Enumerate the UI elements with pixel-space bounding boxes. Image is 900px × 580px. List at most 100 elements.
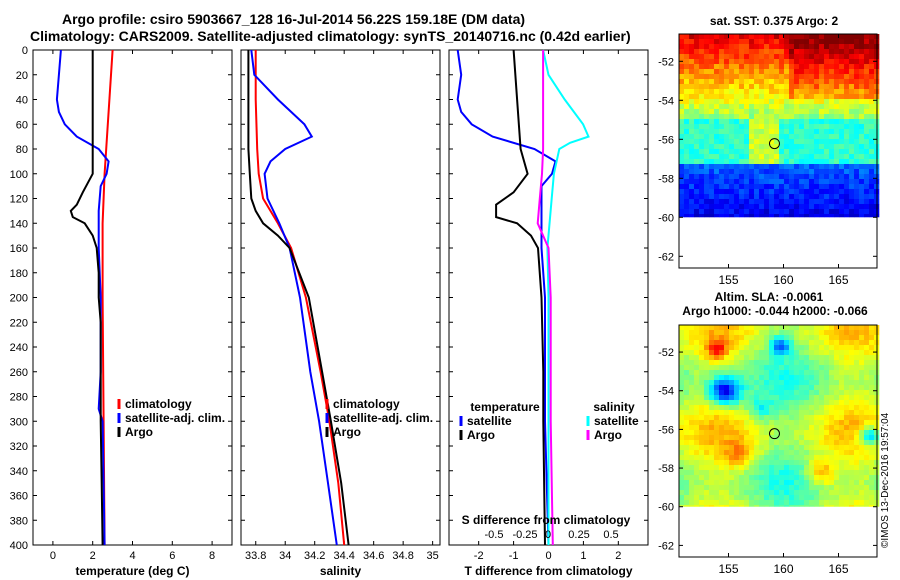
map-cell bbox=[829, 420, 835, 426]
map-cell bbox=[774, 109, 780, 115]
map-cell bbox=[844, 485, 850, 491]
map-cell bbox=[814, 425, 820, 431]
map-cell bbox=[789, 184, 795, 190]
map-cell bbox=[679, 114, 685, 120]
map-cell bbox=[739, 124, 745, 130]
map-cell bbox=[734, 169, 740, 175]
map-cell bbox=[854, 49, 860, 55]
map-cell bbox=[849, 485, 855, 491]
map-cell bbox=[794, 59, 800, 65]
map-cell bbox=[864, 119, 870, 125]
map-cell bbox=[844, 169, 850, 175]
map-cell bbox=[719, 49, 725, 55]
map-cell bbox=[709, 34, 715, 40]
map-cell bbox=[774, 490, 780, 496]
map-cell bbox=[759, 124, 765, 130]
map-cell bbox=[709, 395, 715, 401]
map-cell bbox=[759, 335, 765, 341]
map-cell bbox=[759, 340, 765, 346]
map-cell bbox=[764, 400, 770, 406]
map-cell bbox=[759, 365, 765, 371]
map-cell bbox=[724, 189, 730, 195]
map-cell bbox=[814, 340, 820, 346]
map-cell bbox=[699, 54, 705, 60]
map-cell bbox=[729, 69, 735, 75]
map-cell bbox=[829, 345, 835, 351]
map-cell bbox=[719, 164, 725, 170]
map-cell bbox=[764, 194, 770, 200]
map-cell bbox=[864, 159, 870, 165]
map-cell bbox=[679, 340, 685, 346]
map-cell bbox=[869, 440, 875, 446]
map-cell bbox=[789, 365, 795, 371]
map-cell bbox=[744, 89, 750, 95]
map-cell bbox=[769, 470, 775, 476]
map-cell bbox=[784, 59, 790, 65]
map-cell bbox=[834, 390, 840, 396]
map-cell bbox=[839, 335, 845, 341]
map-cell bbox=[779, 370, 785, 376]
map-cell bbox=[704, 89, 710, 95]
map-cell bbox=[849, 84, 855, 90]
map-cell bbox=[819, 209, 825, 215]
map-cell bbox=[704, 335, 710, 341]
map-cell bbox=[764, 435, 770, 441]
map-cell bbox=[869, 325, 875, 331]
map-cell bbox=[789, 435, 795, 441]
map-cell bbox=[789, 480, 795, 486]
map-cell bbox=[734, 395, 740, 401]
map-cell bbox=[849, 94, 855, 100]
map-cell bbox=[779, 104, 785, 110]
map-cell bbox=[679, 495, 685, 501]
map-cell bbox=[834, 330, 840, 336]
map-cell bbox=[679, 34, 685, 40]
x-tick-label: 2 bbox=[90, 550, 96, 562]
map-cell bbox=[784, 199, 790, 205]
y-tick-label: 400 bbox=[10, 540, 28, 552]
map-cell bbox=[779, 79, 785, 85]
map-cell bbox=[839, 69, 845, 75]
map-cell bbox=[714, 59, 720, 65]
map-cell bbox=[804, 129, 810, 135]
map-cell bbox=[864, 490, 870, 496]
map-cell bbox=[814, 214, 820, 218]
map-cell bbox=[814, 455, 820, 461]
map-cell bbox=[724, 164, 730, 170]
map-cell bbox=[794, 455, 800, 461]
map-cell bbox=[859, 440, 865, 446]
map-cell bbox=[694, 450, 700, 456]
map-cell bbox=[829, 94, 835, 100]
map-cell bbox=[799, 450, 805, 456]
map-cell bbox=[739, 470, 745, 476]
map-cell bbox=[754, 325, 760, 331]
legend-label: Argo bbox=[125, 425, 153, 439]
map-cell bbox=[774, 169, 780, 175]
map-cell bbox=[784, 49, 790, 55]
map-cell bbox=[679, 440, 685, 446]
map-cell bbox=[774, 84, 780, 90]
map-cell bbox=[699, 189, 705, 195]
map-cell bbox=[744, 129, 750, 135]
map-cell bbox=[689, 350, 695, 356]
map-cell bbox=[729, 134, 735, 140]
map-cell bbox=[849, 375, 855, 381]
map-cell bbox=[714, 425, 720, 431]
map-cell bbox=[844, 174, 850, 180]
map-cell bbox=[704, 345, 710, 351]
map-cell bbox=[739, 179, 745, 185]
map-cell bbox=[854, 74, 860, 80]
map-cell bbox=[754, 209, 760, 215]
map-cell bbox=[789, 460, 795, 466]
map-cell bbox=[769, 505, 775, 507]
map-cell bbox=[869, 139, 875, 145]
map-cell bbox=[694, 345, 700, 351]
map-cell bbox=[749, 420, 755, 426]
map-cell bbox=[819, 109, 825, 115]
map-cell bbox=[834, 385, 840, 391]
map-cell bbox=[859, 490, 865, 496]
map-cell bbox=[734, 164, 740, 170]
map-cell bbox=[694, 89, 700, 95]
map-cell bbox=[824, 480, 830, 486]
map-cell bbox=[689, 39, 695, 45]
map-cell bbox=[749, 455, 755, 461]
